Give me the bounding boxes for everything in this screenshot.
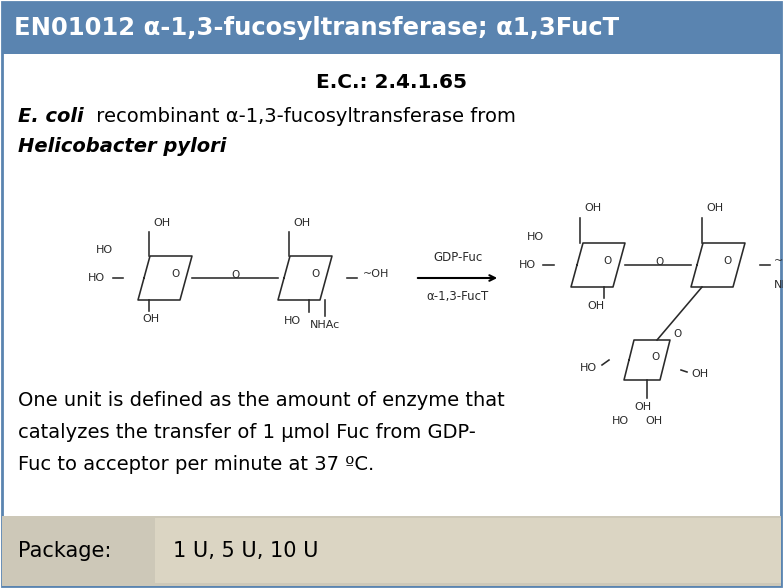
Text: O: O <box>723 256 732 266</box>
Text: NHAc: NHAc <box>774 280 783 290</box>
Text: HO: HO <box>612 416 629 426</box>
Text: O: O <box>673 329 681 339</box>
Text: HO: HO <box>580 363 597 373</box>
Text: E. coli: E. coli <box>18 106 84 125</box>
Text: EN01012 α-1,3-fucosyltransferase; α1,3FucT: EN01012 α-1,3-fucosyltransferase; α1,3Fu… <box>14 16 619 40</box>
Text: Helicobacter pylori: Helicobacter pylori <box>18 136 226 155</box>
Text: O: O <box>311 269 319 279</box>
Text: E.C.: 2.4.1.65: E.C.: 2.4.1.65 <box>316 72 467 92</box>
Text: HO: HO <box>284 316 301 326</box>
Bar <box>2 516 781 586</box>
Text: O: O <box>171 269 179 279</box>
Text: O: O <box>231 270 239 280</box>
Text: catalyzes the transfer of 1 μmol Fuc from GDP-: catalyzes the transfer of 1 μmol Fuc fro… <box>18 423 476 442</box>
Text: Fuc to acceptor per minute at 37 ºC.: Fuc to acceptor per minute at 37 ºC. <box>18 455 374 473</box>
Text: HO: HO <box>519 260 536 270</box>
Text: HO: HO <box>88 273 105 283</box>
Text: α-1,3-FucT: α-1,3-FucT <box>427 290 489 303</box>
Text: O: O <box>604 256 612 266</box>
Text: OH: OH <box>143 314 160 324</box>
Text: NHAc: NHAc <box>310 320 340 330</box>
Text: OH: OH <box>691 369 708 379</box>
Text: GDP-Fuc: GDP-Fuc <box>433 251 482 264</box>
Text: ~OH: ~OH <box>774 256 783 266</box>
Text: OH: OH <box>153 218 170 228</box>
Text: OH: OH <box>587 301 604 311</box>
Text: O: O <box>651 352 659 362</box>
Text: recombinant α-1,3-fucosyltransferase from: recombinant α-1,3-fucosyltransferase fro… <box>90 106 516 125</box>
Text: HO: HO <box>527 232 544 242</box>
Text: OH: OH <box>634 402 651 412</box>
Text: OH: OH <box>293 218 310 228</box>
Text: O: O <box>656 257 664 267</box>
Text: 1 U, 5 U, 10 U: 1 U, 5 U, 10 U <box>173 541 319 561</box>
Text: OH: OH <box>706 203 723 213</box>
Text: Package:: Package: <box>18 541 111 561</box>
Bar <box>155 518 781 583</box>
Text: ~OH: ~OH <box>363 269 389 279</box>
Text: HO: HO <box>96 245 113 255</box>
Bar <box>2 2 781 54</box>
Text: One unit is defined as the amount of enzyme that: One unit is defined as the amount of enz… <box>18 390 505 409</box>
Text: OH: OH <box>645 416 662 426</box>
Text: OH: OH <box>584 203 601 213</box>
